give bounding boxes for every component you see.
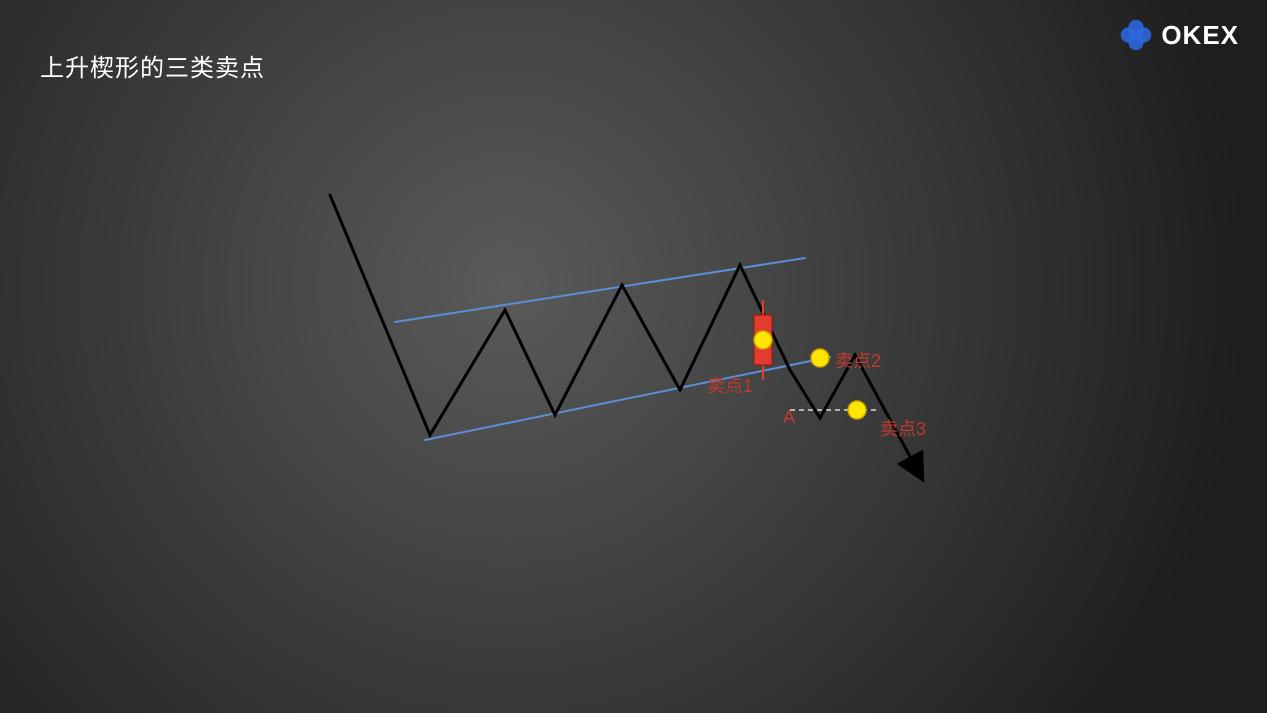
wedge-upper-line (395, 258, 805, 322)
wedge-lower-line (425, 357, 830, 440)
label-sell3: 卖点3 (880, 415, 926, 441)
sell-point-sell1 (754, 331, 772, 349)
label-sell1: 卖点1 (707, 372, 753, 398)
wedge-diagram (0, 0, 1267, 713)
slide-stage: 上升楔形的三类卖点 OKEX 卖点1卖点2卖点3A (0, 0, 1267, 713)
sell-point-sell2 (811, 349, 829, 367)
price-path (330, 195, 920, 475)
label-sell2: 卖点2 (835, 347, 881, 373)
sell-point-sell3 (848, 401, 866, 419)
label-A: A (783, 407, 795, 428)
